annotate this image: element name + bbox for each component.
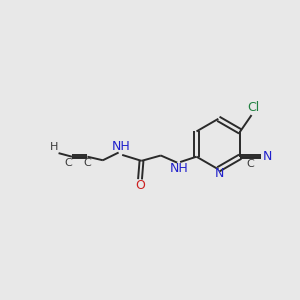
Text: C: C xyxy=(83,158,91,168)
Text: Cl: Cl xyxy=(247,101,259,114)
Text: C: C xyxy=(246,159,253,169)
Text: O: O xyxy=(135,179,145,192)
Text: H: H xyxy=(50,142,58,152)
Text: C: C xyxy=(64,158,72,168)
Text: N: N xyxy=(215,167,224,180)
Text: NH: NH xyxy=(112,140,131,153)
Text: N: N xyxy=(262,150,272,163)
Text: NH: NH xyxy=(169,162,188,175)
